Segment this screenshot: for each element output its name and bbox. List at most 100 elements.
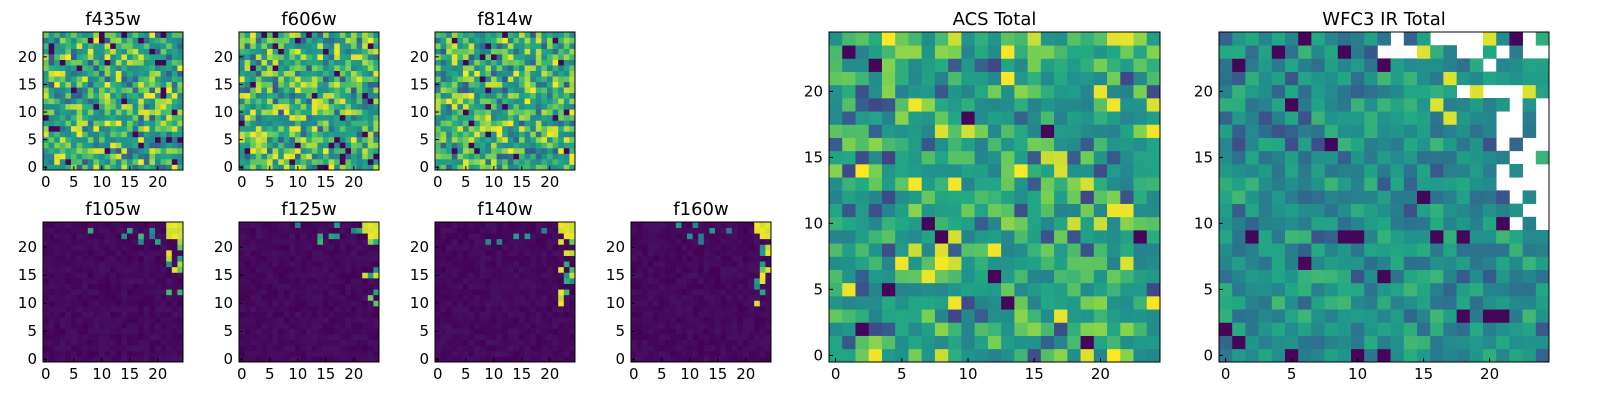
heatmap-cell bbox=[255, 317, 262, 324]
heatmap-cell bbox=[250, 92, 257, 99]
heatmap-cell bbox=[48, 70, 55, 77]
heatmap-cell bbox=[306, 345, 313, 352]
heatmap-cell bbox=[961, 216, 975, 231]
heatmap-cell bbox=[267, 142, 273, 149]
heatmap-cell bbox=[323, 294, 329, 301]
heatmap-cell bbox=[356, 164, 363, 171]
heatmap-cell bbox=[530, 289, 537, 296]
heatmap-cell bbox=[524, 59, 531, 66]
heatmap-cell bbox=[1067, 164, 1081, 178]
heatmap-cell bbox=[653, 283, 660, 290]
heatmap-cell bbox=[115, 250, 122, 256]
heatmap-cell bbox=[160, 350, 167, 357]
heatmap-cell bbox=[446, 65, 453, 71]
heatmap-cell bbox=[334, 120, 341, 127]
heatmap-cell bbox=[155, 250, 161, 256]
heatmap-cell bbox=[143, 103, 150, 110]
heatmap-cell bbox=[1001, 216, 1015, 231]
heatmap-cell bbox=[110, 300, 117, 307]
heatmap-cell bbox=[451, 255, 458, 262]
heatmap-cell bbox=[149, 317, 156, 324]
heatmap-cell bbox=[1040, 256, 1055, 270]
heatmap-cell bbox=[961, 256, 975, 270]
heatmap-cell bbox=[283, 300, 290, 307]
heatmap-cell bbox=[692, 283, 699, 290]
heatmap-cell bbox=[659, 311, 665, 318]
heatmap-cell bbox=[99, 339, 105, 346]
heatmap-cell bbox=[1133, 230, 1148, 244]
heatmap-cell bbox=[373, 43, 380, 49]
heatmap-cell bbox=[569, 266, 576, 273]
heatmap-cell bbox=[306, 65, 313, 71]
heatmap-cell bbox=[485, 92, 492, 99]
heatmap-cell bbox=[698, 283, 705, 290]
heatmap-cell bbox=[43, 37, 49, 44]
heatmap-cell bbox=[631, 334, 637, 340]
heatmap-cell bbox=[829, 124, 843, 138]
heatmap-cell bbox=[48, 244, 55, 251]
heatmap-cell bbox=[250, 244, 257, 251]
heatmap-cell bbox=[653, 334, 660, 340]
heatmap-cell bbox=[255, 43, 262, 49]
heatmap-cell bbox=[261, 244, 268, 251]
heatmap-cell bbox=[1080, 282, 1095, 297]
heatmap-cell bbox=[535, 289, 542, 296]
heatmap-cell bbox=[132, 147, 139, 154]
heatmap-cell bbox=[670, 356, 677, 363]
heatmap-cell bbox=[71, 125, 77, 132]
heatmap-cell bbox=[659, 328, 665, 335]
heatmap-cell bbox=[171, 59, 178, 66]
heatmap-cell bbox=[1001, 150, 1015, 165]
heatmap-cell bbox=[1054, 124, 1068, 138]
heatmap-cell bbox=[149, 109, 156, 116]
heatmap-cell bbox=[715, 272, 721, 279]
heatmap-cell bbox=[530, 54, 537, 60]
heatmap-cell bbox=[132, 322, 139, 329]
heatmap-cell bbox=[345, 147, 352, 154]
heatmap-cell bbox=[328, 317, 335, 324]
heatmap-cell bbox=[143, 356, 150, 363]
heatmap-cell bbox=[463, 158, 469, 165]
heatmap-cell bbox=[110, 272, 117, 279]
heatmap-cell bbox=[541, 345, 548, 352]
heatmap-cell bbox=[132, 32, 139, 38]
heatmap-cell bbox=[110, 109, 117, 116]
heatmap-cell bbox=[149, 48, 156, 55]
heatmap-cell bbox=[479, 147, 486, 154]
y-tick-label: 5 bbox=[419, 322, 429, 340]
heatmap-cell bbox=[457, 283, 464, 290]
heatmap-cell bbox=[267, 125, 273, 132]
heatmap-cell bbox=[132, 255, 139, 262]
heatmap-cell bbox=[295, 238, 301, 245]
heatmap-cell bbox=[535, 266, 542, 273]
heatmap-cell bbox=[255, 87, 262, 94]
heatmap-cell bbox=[440, 222, 447, 228]
heatmap-cell bbox=[547, 59, 553, 66]
heatmap-cell bbox=[155, 70, 161, 77]
heatmap-cell bbox=[698, 345, 705, 352]
heatmap-cell bbox=[463, 92, 469, 99]
heatmap-cell bbox=[328, 153, 335, 160]
heatmap-cell bbox=[295, 131, 301, 138]
heatmap-cell bbox=[541, 250, 548, 256]
heatmap-cell bbox=[1067, 124, 1081, 138]
heatmap-cell bbox=[558, 136, 565, 143]
heatmap-cell bbox=[502, 114, 509, 121]
heatmap-cell bbox=[121, 153, 128, 160]
heatmap-cell bbox=[110, 356, 117, 363]
heatmap-cell bbox=[177, 37, 184, 44]
heatmap-cell bbox=[934, 203, 949, 218]
heatmap-cell bbox=[65, 278, 72, 284]
y-tick-label: 15 bbox=[18, 266, 37, 284]
heatmap-cell bbox=[513, 147, 520, 154]
heatmap-cell bbox=[737, 317, 744, 324]
heatmap-cell bbox=[934, 230, 949, 244]
heatmap-cell bbox=[934, 335, 949, 350]
y-tick-label: 15 bbox=[606, 266, 625, 284]
heatmap-cell bbox=[535, 311, 542, 318]
heatmap-cell bbox=[507, 244, 514, 251]
heatmap-cell bbox=[255, 125, 262, 132]
heatmap-cell bbox=[1080, 269, 1095, 284]
heatmap-cell bbox=[530, 98, 537, 105]
